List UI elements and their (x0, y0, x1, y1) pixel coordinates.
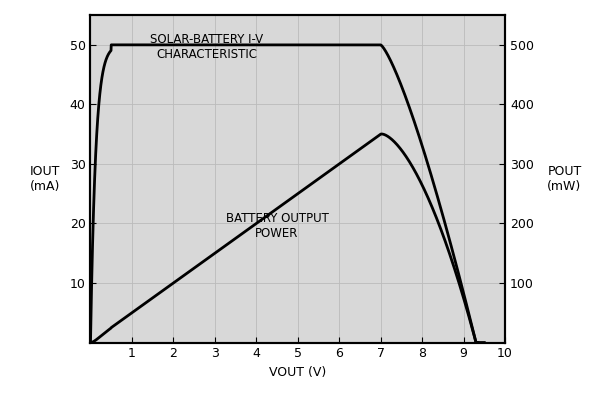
X-axis label: VOUT (V): VOUT (V) (269, 366, 326, 379)
Y-axis label: IOUT
(mA): IOUT (mA) (29, 165, 60, 193)
Text: SOLAR-BATTERY I-V
CHARACTERISTIC: SOLAR-BATTERY I-V CHARACTERISTIC (150, 33, 263, 61)
Y-axis label: POUT
(mW): POUT (mW) (547, 165, 582, 193)
Text: BATTERY OUTPUT
POWER: BATTERY OUTPUT POWER (225, 212, 329, 240)
